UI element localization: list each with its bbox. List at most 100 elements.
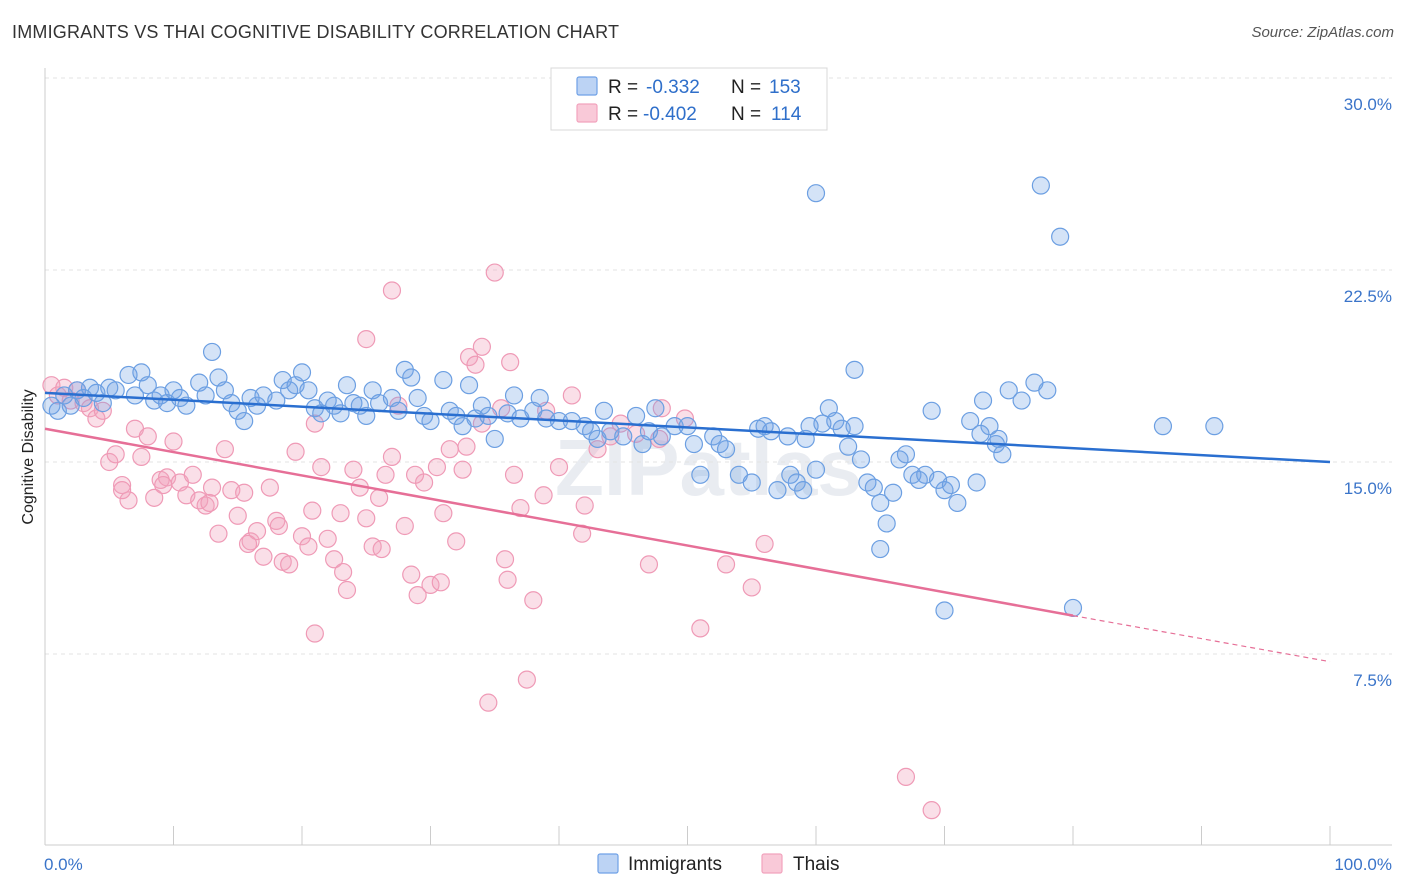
immigrants-point [922, 401, 941, 420]
immigrants-point [794, 481, 813, 500]
immigrants-point [402, 368, 421, 387]
thais-point [466, 355, 485, 374]
immigrants-point [742, 473, 761, 492]
legend-swatch-thais [576, 103, 598, 123]
thais-point [334, 562, 353, 582]
stats-legend: R = -0.332 N = 153 R = -0.402 N = 114 [550, 67, 828, 131]
thais-point [517, 670, 536, 689]
y-tick-label: 30.0% [1344, 95, 1392, 114]
thais-point [318, 529, 337, 548]
thais-point [639, 555, 659, 574]
immigrants-point [202, 342, 222, 362]
thais-point [357, 330, 376, 349]
thais-point [575, 496, 594, 515]
legend-n-value-thais: 114 [771, 104, 802, 125]
immigrants-point [1205, 417, 1224, 436]
thais-point [504, 465, 524, 484]
immigrants-point [646, 399, 665, 418]
thais-point [370, 488, 389, 507]
bottom-legend: Immigrants Thais [597, 853, 839, 875]
immigrants-point [864, 478, 883, 497]
immigrants-point [614, 427, 633, 446]
immigrants-point [235, 411, 254, 431]
thais-point [215, 440, 234, 459]
thais-point [228, 506, 247, 525]
thais-point [427, 458, 447, 477]
bottom-legend-immigrants: Immigrants [628, 854, 722, 875]
thais-point [408, 586, 427, 605]
immigrants-point [948, 493, 967, 513]
immigrants-point [839, 437, 858, 456]
immigrants-point [691, 465, 710, 484]
thais-point [254, 547, 273, 566]
y-tick-label: 22.5% [1344, 287, 1392, 306]
y-tick-label: 15.0% [1344, 479, 1392, 498]
thais-point [132, 447, 151, 466]
immigrants-point [684, 434, 704, 454]
source-label: Source: ZipAtlas.com [1251, 24, 1394, 41]
thais-point [357, 509, 376, 528]
thais-point [498, 570, 517, 589]
thais-point [325, 550, 344, 569]
immigrants-point [1038, 381, 1057, 400]
thais-point [238, 534, 258, 554]
immigrants-point [871, 539, 890, 559]
thais-point [112, 475, 132, 495]
immigrants-point [806, 460, 826, 479]
legend-r-label-immigrants: R = [608, 77, 638, 98]
chart-title: IMMIGRANTS VS THAI COGNITIVE DISABILITY … [12, 22, 620, 42]
immigrants-points [42, 176, 1224, 620]
thais-point [202, 478, 222, 497]
x-tick-label-max: 100.0% [1334, 855, 1392, 874]
thais-point [331, 504, 350, 523]
thais-point [742, 578, 761, 597]
immigrants-point [196, 386, 215, 405]
immigrants-point [871, 493, 890, 513]
thais-point [303, 501, 322, 520]
immigrants-point [716, 440, 736, 459]
thais-point [138, 427, 157, 446]
x-ticks [44, 826, 1331, 845]
immigrants-point [877, 514, 896, 533]
immigrants-point [971, 424, 990, 443]
immigrants-point [106, 381, 125, 400]
thais-point [235, 483, 254, 502]
immigrants-point [472, 396, 491, 415]
thais-point [588, 440, 607, 459]
thais-point [267, 511, 286, 530]
immigrants-point [357, 406, 376, 426]
immigrants-point [993, 445, 1012, 464]
thais-point [154, 475, 173, 495]
immigrants-point [1153, 417, 1173, 436]
thais-point [299, 537, 318, 556]
thais-point [755, 534, 774, 554]
thais-point [209, 524, 228, 543]
thais-point [145, 488, 164, 507]
thais-point [382, 281, 402, 300]
thais-point [549, 458, 569, 477]
immigrants-point [845, 360, 864, 379]
immigrants-point [845, 417, 864, 436]
thais-point [280, 555, 299, 574]
immigrants-point [652, 427, 671, 446]
immigrants-point [125, 386, 145, 405]
thais-point [305, 414, 324, 433]
immigrants-point [941, 475, 961, 495]
immigrants-point [768, 481, 787, 500]
legend-n-value-immigrants: 153 [769, 77, 801, 98]
immigrants-point [973, 391, 993, 410]
thais-point [372, 539, 391, 559]
thais-point [305, 624, 324, 643]
immigrants-point [434, 370, 453, 390]
thais-point [495, 550, 515, 569]
immigrants-trend-line [44, 391, 1331, 464]
y-axis-title: Cognitive Disability [20, 389, 37, 524]
immigrants-point [778, 427, 797, 446]
immigrants-point [459, 376, 479, 395]
thais-point [453, 460, 472, 479]
immigrants-point [961, 411, 980, 431]
immigrants-point [1031, 176, 1050, 195]
thais-point [376, 465, 395, 484]
thais-point [395, 516, 414, 536]
thais-point [562, 386, 581, 405]
